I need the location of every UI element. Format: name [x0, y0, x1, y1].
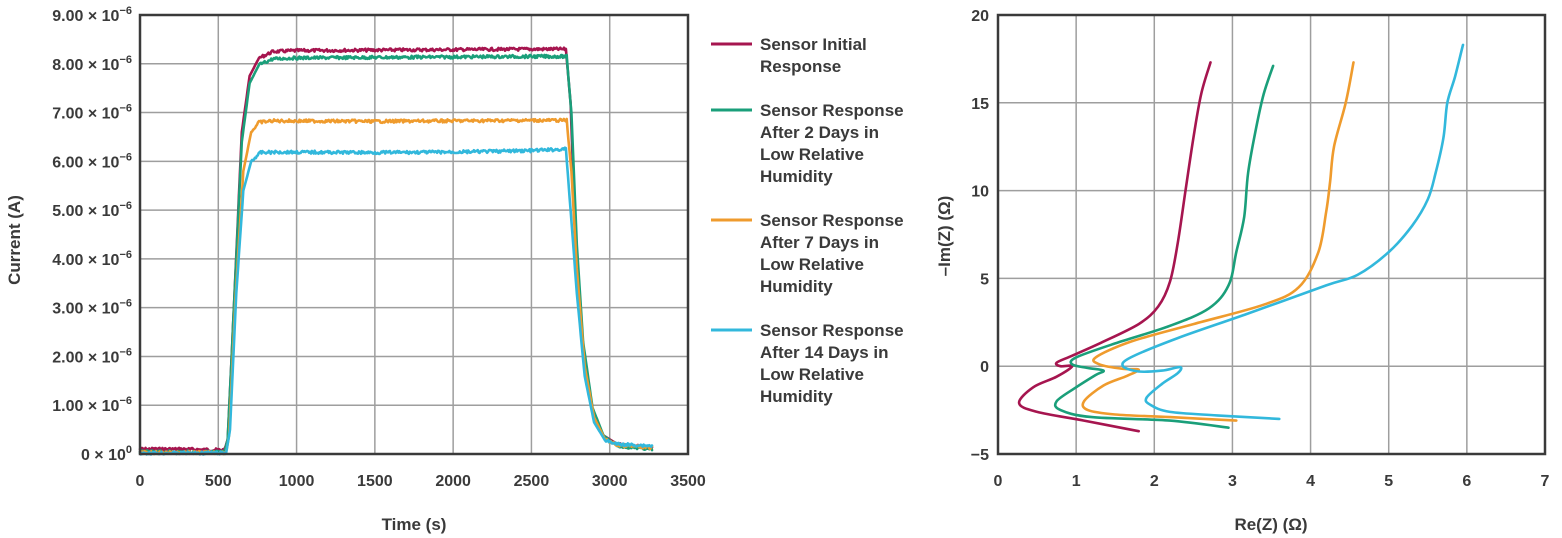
right-x-tick-label: 6 [1462, 473, 1471, 490]
left-series-line [138, 146, 654, 456]
legend-label: After 2 Days in [760, 123, 879, 142]
current-vs-time-chart: 0 500 1000 1500 2000 2500 3000 3500 0 × 100 1.00… [5, 5, 706, 534]
left-y-tick-label: 1.00 × 10−6 [52, 395, 132, 415]
left-series-lines [138, 46, 654, 456]
legend-label: Sensor Response [760, 101, 904, 120]
right-y-tick-labels: −5 0 5 10 15 20 [971, 8, 989, 464]
legend-label: Low Relative [760, 255, 864, 274]
nyquist-chart: 0 1 2 3 4 5 6 7 −5 0 5 10 15 20 Re(Z) (Ω) –Im(Z) (Ω) [935, 8, 1550, 534]
right-series-line [1121, 43, 1465, 421]
left-x-tick-label: 0 [136, 473, 145, 490]
left-x-tick-label: 3000 [592, 473, 628, 490]
right-series-lines [1017, 43, 1465, 433]
right-y-tick-label: 5 [980, 271, 989, 288]
left-plot-frame [138, 13, 690, 456]
right-x-tick-label: 1 [1072, 473, 1081, 490]
right-x-tick-label: 2 [1150, 473, 1159, 490]
legend-label: Humidity [760, 387, 833, 406]
right-x-tick-labels: 0 1 2 3 4 5 6 7 [994, 473, 1550, 490]
right-y-tick-label: 0 [980, 359, 989, 376]
left-y-tick-label: 3.00 × 10−6 [52, 298, 132, 318]
left-x-tick-label: 2500 [514, 473, 550, 490]
legend-label: Sensor Response [760, 211, 904, 230]
right-plot-frame [996, 13, 1547, 456]
left-x-tick-labels: 0 500 1000 1500 2000 2500 3000 3500 [136, 473, 706, 490]
right-x-tick-label: 7 [1541, 473, 1550, 490]
right-gridlines [998, 15, 1545, 454]
legend-label: Sensor Initial [760, 35, 867, 54]
legend-label: Response [760, 57, 841, 76]
left-x-tick-label: 3500 [670, 473, 706, 490]
legend-label: Sensor Response [760, 321, 904, 340]
left-x-tick-label: 500 [205, 473, 232, 490]
legend-label: After 7 Days in [760, 233, 879, 252]
right-x-tick-label: 4 [1306, 473, 1315, 490]
left-x-tick-label: 1000 [279, 473, 315, 490]
left-y-tick-labels: 0 × 100 1.00 × 10−6 2.00 × 10−6 3.00 × 10−6… [52, 5, 132, 464]
right-x-tick-label: 0 [994, 473, 1003, 490]
right-y-tick-label: 15 [971, 96, 989, 113]
right-y-tick-label: −5 [971, 447, 989, 464]
legend-label: Humidity [760, 277, 833, 296]
right-x-tick-label: 5 [1384, 473, 1393, 490]
right-series-line [1081, 61, 1355, 422]
left-y-tick-label: 7.00 × 10−6 [52, 103, 132, 123]
right-y-axis-label: –Im(Z) (Ω) [935, 196, 954, 277]
right-y-tick-label: 20 [971, 8, 989, 25]
right-series-line [1053, 64, 1275, 429]
left-y-tick-label: 6.00 × 10−6 [52, 151, 132, 171]
left-x-tick-label: 2000 [435, 473, 471, 490]
right-y-tick-label: 10 [971, 184, 989, 201]
left-y-tick-label: 5.00 × 10−6 [52, 200, 132, 220]
left-x-tick-label: 1500 [357, 473, 393, 490]
legend-label: Low Relative [760, 145, 864, 164]
left-y-tick-label: 0 × 100 [81, 444, 132, 464]
legend-label: Low Relative [760, 365, 864, 384]
right-series-line [1017, 61, 1212, 433]
right-x-axis-label: Re(Z) (Ω) [1234, 515, 1307, 534]
left-y-tick-label: 9.00 × 10−6 [52, 5, 132, 25]
left-y-tick-label: 2.00 × 10−6 [52, 346, 132, 366]
legend: Sensor Initial Response Sensor Response Aft… [711, 35, 904, 406]
left-x-axis-label: Time (s) [382, 515, 447, 534]
legend-label: Humidity [760, 167, 833, 186]
left-y-tick-label: 8.00 × 10−6 [52, 54, 132, 74]
right-x-tick-label: 3 [1228, 473, 1237, 490]
left-y-axis-label: Current (A) [5, 195, 24, 285]
legend-label: After 14 Days in [760, 343, 889, 362]
left-series-line [138, 53, 654, 455]
left-y-tick-label: 4.00 × 10−6 [52, 249, 132, 269]
left-gridlines [140, 15, 688, 454]
